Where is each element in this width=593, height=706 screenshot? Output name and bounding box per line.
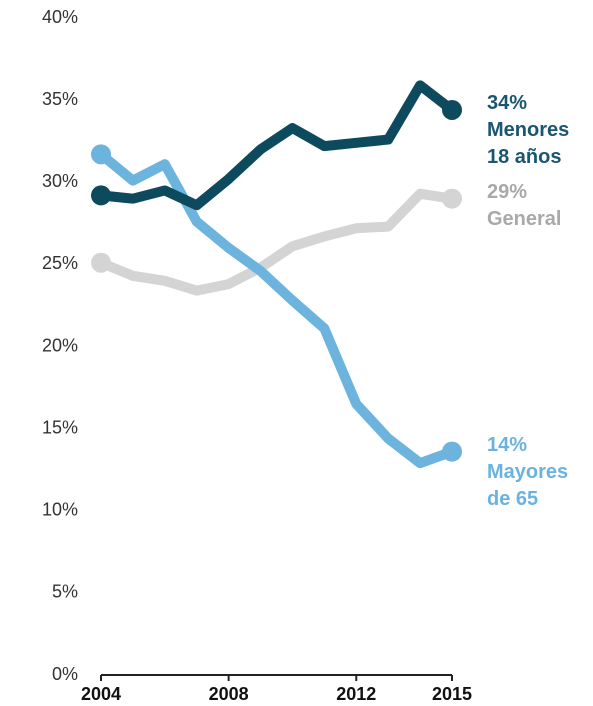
x-tick-label: 2012 xyxy=(336,684,376,704)
y-tick-label: 0% xyxy=(52,664,78,684)
y-tick-label: 15% xyxy=(42,417,78,437)
value-label: 29% xyxy=(487,180,528,203)
value-label: 14% xyxy=(487,433,528,456)
series-line xyxy=(99,188,453,296)
end-dot xyxy=(442,188,462,209)
value-label: 34% xyxy=(487,91,528,114)
x-tick-label: 2004 xyxy=(81,684,121,704)
legend-label: General xyxy=(487,207,562,230)
legend-label: Mayores de 65 xyxy=(487,460,569,510)
series-line xyxy=(97,150,454,469)
legend-label: Menores 18 años xyxy=(487,118,570,168)
x-tick-label: 2008 xyxy=(209,684,249,704)
end-dot xyxy=(91,252,111,273)
y-tick-label: 20% xyxy=(42,335,78,355)
y-tick-label: 5% xyxy=(52,582,78,602)
x-tick-label: 2015 xyxy=(432,684,472,704)
y-tick-label: 30% xyxy=(42,171,78,191)
end-dot xyxy=(442,99,462,120)
end-dot xyxy=(91,185,111,206)
end-dot xyxy=(91,144,111,165)
y-tick-label: 40% xyxy=(42,7,78,27)
y-tick-label: 25% xyxy=(42,253,78,273)
y-tick-label: 10% xyxy=(42,500,78,520)
y-tick-label: 35% xyxy=(42,89,78,109)
end-dot xyxy=(442,441,462,462)
series-line xyxy=(100,80,456,211)
